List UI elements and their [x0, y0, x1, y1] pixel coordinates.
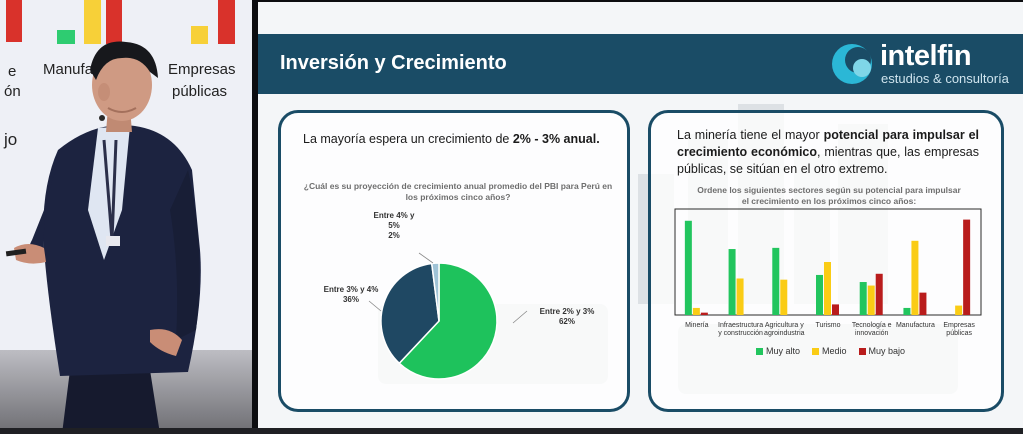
legend-label-medio: Medio [822, 346, 847, 356]
background-bar-red-2 [106, 0, 122, 44]
logo-name: intelfin [880, 40, 972, 72]
bar-3-0 [816, 274, 823, 315]
pie-slice-0 [398, 262, 498, 380]
right-headline-bold: potencial para impulsar el crecimiento e… [677, 128, 980, 159]
presentation-slide: Inversión y Crecimiento intelfin estudio… [258, 2, 1023, 430]
category-label-6: Empresas públicas [943, 322, 975, 337]
background-text-4: ón [4, 83, 21, 100]
legend-item-muy-alto: Muy alto [756, 346, 800, 356]
pie-label-4-5: Entre 4% y 5% 2% [367, 211, 421, 241]
right-headline-text-1: La minería tiene el mayor [677, 128, 824, 142]
bar-5-2 [919, 292, 927, 315]
legend-swatch-muy-alto [756, 347, 763, 355]
bar-2-0 [772, 247, 780, 315]
left-headline: La mayoría espera un crecimiento de 2% -… [303, 131, 613, 148]
background-bar-yellow-2 [191, 26, 208, 44]
pie-question: ¿Cuál es su proyección de crecimiento an… [303, 181, 613, 202]
pie-label-line-0-0: Entre 2% y 3% [539, 307, 595, 316]
background-bar-yellow [84, 0, 101, 44]
legend-item-medio: Medio [812, 346, 847, 356]
pie-label-line-1-0: Entre 3% y 4% [323, 285, 379, 294]
background-text-6: jo [4, 130, 18, 149]
bar-question: Ordene los siguientes sectores según su … [697, 185, 961, 206]
bar-4-2 [875, 273, 883, 315]
bar-3-2 [832, 304, 839, 315]
slide-header: Inversión y Crecimiento [258, 34, 1023, 94]
legend-label-muy-alto: Muy alto [766, 346, 801, 356]
pie-label-line-2-0: Entre 4% y 5% [373, 211, 415, 230]
intelfin-logo: intelfin estudios & consultoría [828, 38, 1018, 90]
pie-leader-1 [368, 300, 382, 312]
pie-slice-2 [430, 262, 440, 322]
right-headline: La minería tiene el mayor potencial para… [677, 127, 979, 178]
category-label-2: Agricultura y agroindustria [764, 322, 805, 337]
background-bar-red-3 [218, 0, 235, 44]
pie-label-2-3: Entre 2% y 3% 62% [539, 307, 595, 327]
pie-label-line-0-1: 62% [558, 317, 575, 326]
speaker-figure [5, 41, 201, 434]
background-text-3: Empresas [168, 61, 236, 78]
bar-3-1 [824, 262, 831, 315]
category-label-0: Minería [685, 322, 708, 329]
category-label-4: Tecnología e innovación [852, 322, 892, 337]
category-label-1: Infraestructura y construcción [718, 322, 763, 337]
background-bar-red [6, 0, 22, 42]
sector-potential-panel: La minería tiene el mayor potencial para… [648, 110, 1004, 412]
pie-leader-0 [512, 310, 528, 324]
background-bar-green [57, 30, 75, 44]
legend-label-muy-bajo: Muy bajo [868, 346, 906, 356]
legend-swatch-muy-bajo [858, 347, 866, 355]
bar-1-1 [736, 278, 744, 315]
bar-2-1 [780, 279, 788, 315]
category-label-5: Manufactura [896, 322, 935, 329]
logo-mark-icon [832, 44, 872, 84]
bar-4-1 [867, 285, 875, 315]
growth-projection-panel: La mayoría espera un crecimiento de 2% -… [278, 110, 630, 412]
camera-view: e Manufa Empresas ón públicas jo [0, 0, 252, 434]
video-bottom-strip [0, 428, 1023, 434]
bar-1-0 [728, 249, 736, 315]
pie-label-3-4: Entre 3% y 4% 36% [323, 285, 379, 305]
category-label-3: Turismo [815, 322, 840, 329]
bar-0-0 [684, 220, 692, 315]
bar-6-1 [955, 305, 963, 315]
bar-5-0 [903, 307, 911, 315]
left-headline-text: La mayoría espera un crecimiento de [303, 132, 513, 146]
bar-0-2 [700, 312, 708, 315]
background-text-1: e [8, 63, 17, 80]
bar-6-2 [963, 219, 971, 315]
logo-subtitle: estudios & consultoría [881, 71, 1009, 86]
bar-5-1 [911, 240, 919, 315]
left-headline-bold: 2% - 3% anual. [512, 132, 600, 146]
bar-0-1 [692, 307, 700, 315]
bar-4-0 [859, 282, 867, 315]
pie-leader-2 [418, 252, 434, 264]
pie-label-line-1-1: 36% [342, 295, 359, 304]
pie-chart [368, 252, 528, 380]
background-text-5: públicas [172, 83, 228, 100]
slide-title: Inversión y Crecimiento [280, 52, 507, 74]
right-headline-text-2: , mientras que, las empresas públicas, s… [677, 145, 979, 176]
legend-swatch-medio [812, 347, 820, 355]
bar-legend: Muy alto Medio Muy bajo [756, 346, 905, 356]
pie-label-line-2-1: 2% [388, 231, 400, 240]
background-text-2: Manufa [43, 61, 94, 78]
legend-item-muy-bajo: Muy bajo [858, 346, 906, 356]
sector-bar-chart: Minería Infraestructura y construcciónAgri… [674, 208, 982, 337]
pie-slice-1 [380, 262, 440, 365]
